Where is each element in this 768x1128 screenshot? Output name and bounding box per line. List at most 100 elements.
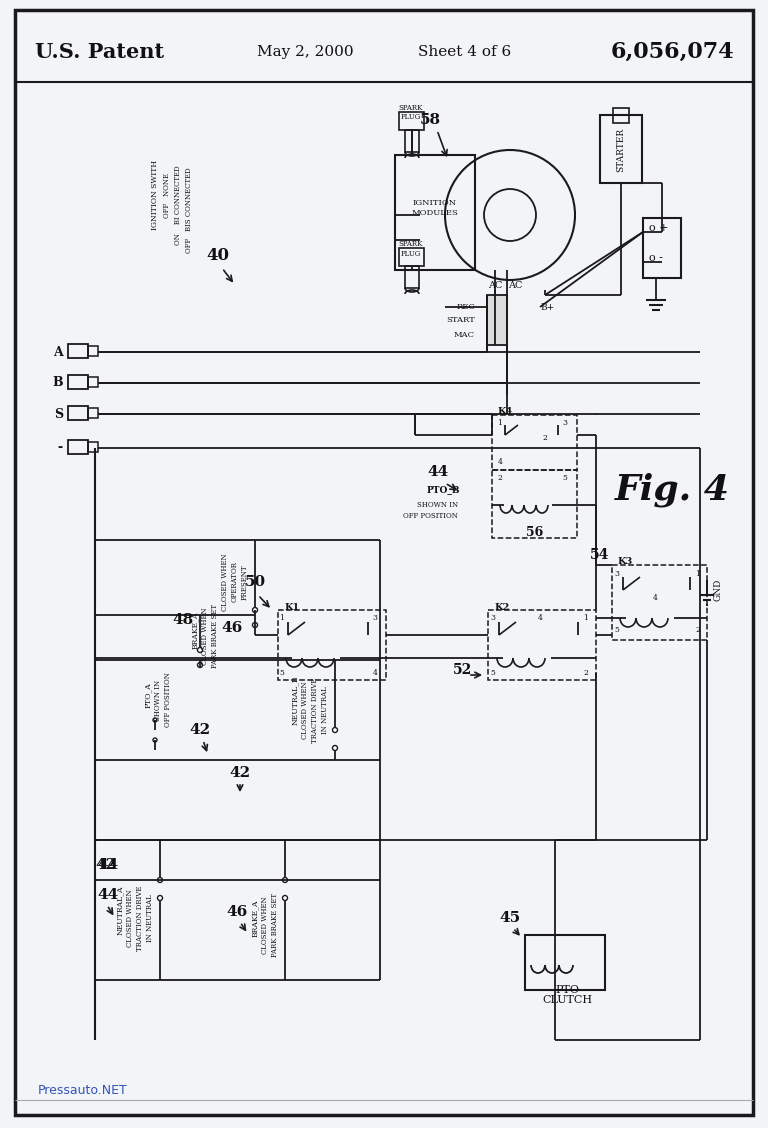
Circle shape <box>157 896 163 900</box>
Text: MAC: MAC <box>454 331 475 340</box>
Bar <box>68 406 88 420</box>
Text: B+: B+ <box>540 302 554 311</box>
Text: 3: 3 <box>491 614 495 622</box>
Bar <box>395 155 475 270</box>
Bar <box>88 377 98 387</box>
Bar <box>88 442 98 452</box>
Bar <box>278 610 386 680</box>
Text: CLOSED WHEN: CLOSED WHEN <box>201 607 209 664</box>
Text: GND: GND <box>713 579 723 601</box>
Text: 42: 42 <box>190 723 210 737</box>
Text: 3: 3 <box>372 614 378 622</box>
Circle shape <box>253 623 257 627</box>
Text: 50: 50 <box>244 575 266 589</box>
Text: 3: 3 <box>562 418 568 428</box>
Bar <box>405 130 419 152</box>
Text: OPERATOR: OPERATOR <box>231 562 239 602</box>
Bar <box>405 266 419 288</box>
Text: 1: 1 <box>280 614 284 622</box>
Bar <box>643 218 681 277</box>
Text: STARTER: STARTER <box>617 127 625 173</box>
Text: CLOSED WHEN: CLOSED WHEN <box>301 681 309 739</box>
Bar <box>488 610 596 680</box>
Text: START: START <box>446 316 475 324</box>
Bar <box>68 374 88 389</box>
Circle shape <box>253 608 257 613</box>
Text: 4: 4 <box>498 458 502 466</box>
Text: ON    BI CONNECTED: ON BI CONNECTED <box>174 165 182 245</box>
Text: SHOWN IN: SHOWN IN <box>417 501 458 509</box>
Circle shape <box>157 878 163 882</box>
Text: AC: AC <box>488 281 502 290</box>
Text: 5: 5 <box>614 626 620 634</box>
Circle shape <box>283 896 287 900</box>
Bar <box>88 408 98 418</box>
Text: 46: 46 <box>227 905 247 919</box>
Text: 4: 4 <box>538 614 542 622</box>
Text: SPARK: SPARK <box>399 104 423 112</box>
Bar <box>399 248 424 266</box>
Text: TRACTION DRIVE: TRACTION DRIVE <box>136 885 144 951</box>
Text: OFF POSITION: OFF POSITION <box>164 672 172 728</box>
Text: 1: 1 <box>696 570 700 578</box>
Bar <box>88 346 98 356</box>
Text: PTO: PTO <box>555 985 579 995</box>
Text: CLOSED WHEN: CLOSED WHEN <box>261 896 269 954</box>
Text: 4: 4 <box>372 669 377 677</box>
Text: 2: 2 <box>696 626 700 634</box>
Text: CLOSED WHEN: CLOSED WHEN <box>126 889 134 946</box>
Text: PLUG: PLUG <box>401 113 421 121</box>
Text: 1: 1 <box>584 614 588 622</box>
Text: CLUTCH: CLUTCH <box>542 995 592 1005</box>
Bar <box>612 565 707 640</box>
Text: 3: 3 <box>614 570 620 578</box>
Text: A: A <box>53 345 63 359</box>
Text: 6,056,074: 6,056,074 <box>611 41 733 63</box>
Text: S: S <box>54 407 63 421</box>
Text: B: B <box>52 377 63 389</box>
Text: 2: 2 <box>498 474 502 482</box>
Bar <box>492 470 577 538</box>
Bar <box>68 344 88 358</box>
Text: o +: o + <box>649 223 668 233</box>
Text: Sheet 4 of 6: Sheet 4 of 6 <box>419 45 511 59</box>
Text: 46: 46 <box>221 622 243 635</box>
Text: Fig. 4: Fig. 4 <box>614 473 730 508</box>
Text: o -: o - <box>649 253 663 263</box>
Text: NEUTRAL_A: NEUTRAL_A <box>116 885 124 935</box>
Text: 5: 5 <box>280 669 284 677</box>
Circle shape <box>283 878 287 882</box>
Text: 56: 56 <box>526 526 544 538</box>
Bar <box>613 108 629 123</box>
Text: IGNITION
MODULES: IGNITION MODULES <box>412 200 458 217</box>
Text: U.S. Patent: U.S. Patent <box>35 42 164 62</box>
Text: PLUG: PLUG <box>401 250 421 258</box>
Text: REC: REC <box>456 303 475 311</box>
Text: BRAKE_A: BRAKE_A <box>251 899 259 936</box>
Circle shape <box>333 728 337 732</box>
Text: 44: 44 <box>427 465 449 479</box>
Text: K3: K3 <box>618 557 634 566</box>
Text: 2: 2 <box>584 669 588 677</box>
Text: 42: 42 <box>95 858 116 872</box>
Text: 5: 5 <box>563 474 568 482</box>
Bar <box>68 440 88 453</box>
Text: TRACTION DRIVE: TRACTION DRIVE <box>311 677 319 742</box>
Text: BRAKE_A: BRAKE_A <box>191 611 199 649</box>
Text: K1: K1 <box>285 602 300 611</box>
Text: IN NEUTRAL: IN NEUTRAL <box>321 686 329 734</box>
Text: PRESENT: PRESENT <box>241 564 249 600</box>
Text: CLOSED WHEN: CLOSED WHEN <box>221 553 229 611</box>
Text: OFF   BIS CONNECTED: OFF BIS CONNECTED <box>185 167 193 253</box>
Text: K4: K4 <box>498 407 513 416</box>
Text: -: - <box>58 441 63 455</box>
Text: 1: 1 <box>498 418 502 428</box>
Text: IN NEUTRAL: IN NEUTRAL <box>146 895 154 942</box>
Text: 4: 4 <box>653 594 657 602</box>
Circle shape <box>153 719 157 722</box>
Text: PARK BRAKE SET: PARK BRAKE SET <box>211 603 219 668</box>
Circle shape <box>197 647 203 652</box>
Bar <box>600 115 642 183</box>
Text: SPARK: SPARK <box>399 240 423 248</box>
Text: 48: 48 <box>172 613 194 627</box>
